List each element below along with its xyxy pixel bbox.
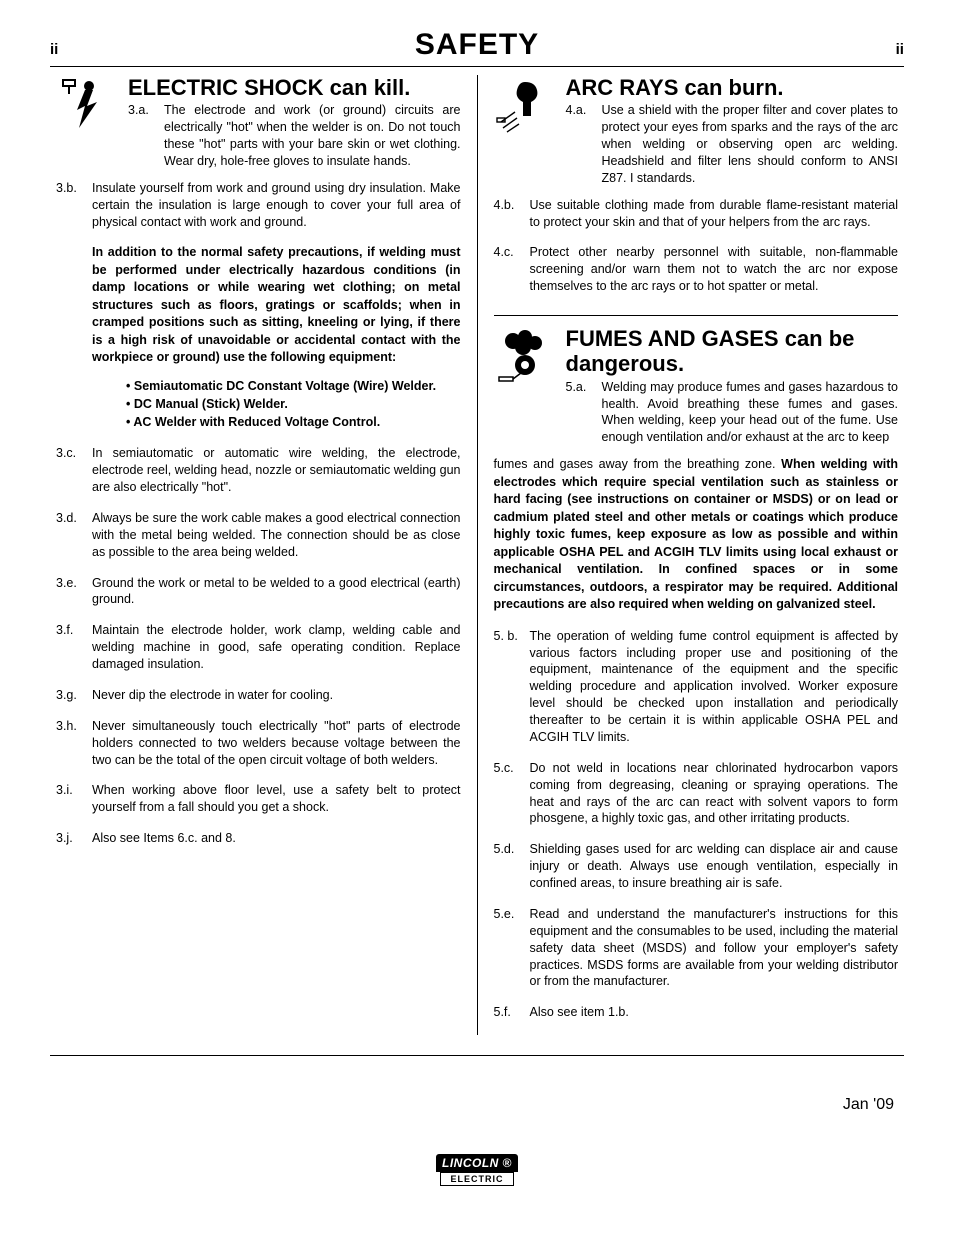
item-5f: 5.f. Also see item 1.b.: [494, 1004, 899, 1021]
item-3a-text: The electrode and work (or ground) circu…: [164, 102, 461, 170]
page-number-right: ii: [896, 41, 904, 58]
item-3h: 3.h. Never simultaneously touch electric…: [56, 718, 461, 769]
equipment-bullets: Semiautomatic DC Constant Voltage (Wire)…: [126, 377, 461, 431]
fumes-divider: [494, 315, 899, 326]
item-3a-num: 3.a.: [128, 102, 156, 170]
electric-shock-heading: ELECTRIC SHOCK can kill.: [128, 75, 461, 100]
arc-rays-heading: ARC RAYS can burn.: [566, 75, 899, 100]
logo-bottom-text: ELECTRIC: [440, 1172, 514, 1186]
item-5d: 5.d. Shielding gases used for arc weldin…: [494, 841, 899, 892]
item-5a-lead: Welding may produce fumes and gases haza…: [602, 379, 899, 447]
item-5a-continuation: fumes and gases away from the breathing …: [494, 456, 899, 614]
item-3b: 3.b. Insulate yourself from work and gro…: [56, 180, 461, 231]
fumes-section: FUMES AND GASES can be dangerous. 5.a. W…: [494, 326, 899, 446]
page-header: ii SAFETY ii: [50, 28, 904, 67]
footer-date: Jan '09: [50, 1096, 904, 1114]
item-5c: 5.c. Do not weld in locations near chlor…: [494, 760, 899, 828]
item-3j: 3.j. Also see Items 6.c. and 8.: [56, 830, 461, 847]
item-4a-num: 4.a.: [566, 102, 594, 186]
item-4b: 4.b. Use suitable clothing made from dur…: [494, 197, 899, 231]
item-3f: 3.f. Maintain the electrode holder, work…: [56, 622, 461, 673]
fumes-icon: [494, 326, 556, 388]
left-column: ELECTRIC SHOCK can kill. 3.a. The electr…: [50, 75, 478, 1035]
right-column: ARC RAYS can burn. 4.a. Use a shield wit…: [478, 75, 905, 1035]
item-5b: 5. b. The operation of welding fume cont…: [494, 628, 899, 746]
arc-rays-section: ARC RAYS can burn. 4.a. Use a shield wit…: [494, 75, 899, 187]
logo-top-text: LINCOLN ®: [436, 1154, 518, 1172]
fumes-heading: FUMES AND GASES can be dangerous.: [566, 326, 899, 377]
page-number-left: ii: [50, 41, 58, 58]
item-3i: 3.i. When working above floor level, use…: [56, 782, 461, 816]
arc-rays-icon: [494, 75, 556, 137]
content-columns: ELECTRIC SHOCK can kill. 3.a. The electr…: [50, 75, 904, 1056]
item-3e: 3.e. Ground the work or metal to be weld…: [56, 575, 461, 609]
hazardous-conditions-block: In addition to the normal safety precaut…: [92, 244, 461, 367]
item-5e: 5.e. Read and understand the manufacture…: [494, 906, 899, 990]
electric-shock-section: ELECTRIC SHOCK can kill. 3.a. The electr…: [56, 75, 461, 170]
item-3c: 3.c. In semiautomatic or automatic wire …: [56, 445, 461, 496]
page-title: SAFETY: [415, 28, 539, 62]
item-4c: 4.c. Protect other nearby personnel with…: [494, 244, 899, 295]
item-4a-text: Use a shield with the proper filter and …: [602, 102, 899, 186]
item-3g: 3.g. Never dip the electrode in water fo…: [56, 687, 461, 704]
footer-logo: LINCOLN ® ELECTRIC: [50, 1154, 904, 1186]
electric-shock-icon: [56, 75, 118, 137]
item-5a-num: 5.a.: [566, 379, 594, 447]
item-3d: 3.d. Always be sure the work cable makes…: [56, 510, 461, 561]
